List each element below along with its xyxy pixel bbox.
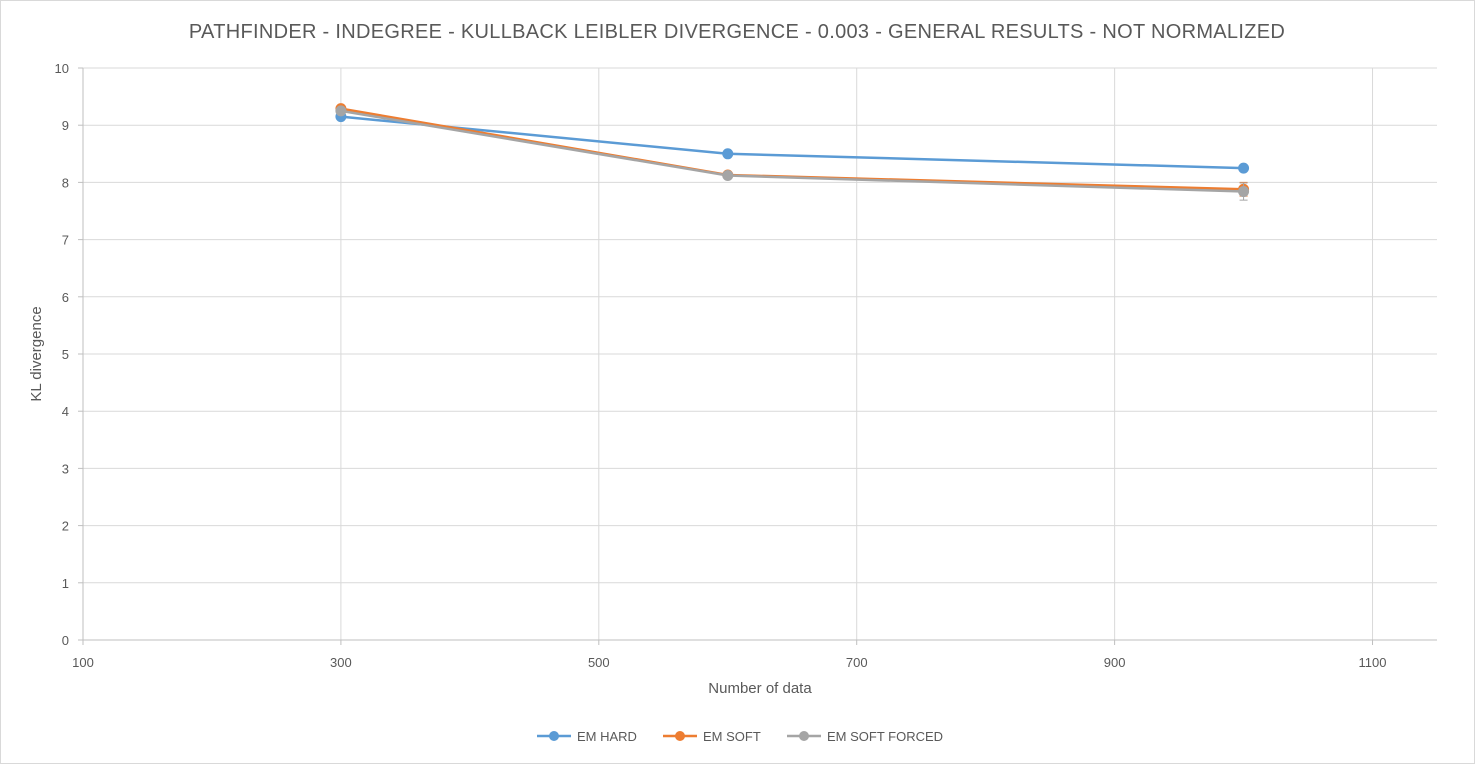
y-tick-label: 10: [55, 61, 69, 76]
legend-swatch-marker: [675, 731, 685, 741]
x-tick-label: 300: [330, 655, 352, 670]
y-tick-label: 7: [62, 233, 69, 248]
legend-label: EM SOFT FORCED: [827, 729, 943, 744]
series: [335, 103, 1250, 201]
y-axis-label: KL divergence: [28, 306, 45, 401]
legend-item: EM SOFT: [663, 729, 761, 744]
x-tick-label: 1100: [1359, 655, 1387, 670]
chart-title: PATHFINDER - INDEGREE - KULLBACK LEIBLER…: [189, 21, 1285, 43]
x-tick-label: 100: [72, 655, 94, 670]
y-tick-label: 9: [62, 118, 69, 133]
series-em-hard: [335, 111, 1250, 174]
y-tick-label: 0: [62, 633, 69, 648]
x-axis-label: Number of data: [708, 680, 812, 697]
series-line: [340, 115, 1244, 170]
gridlines: [82, 67, 1437, 640]
axes: [78, 67, 1437, 645]
y-tick-label: 5: [62, 347, 69, 362]
data-point: [335, 105, 347, 117]
data-point: [722, 170, 734, 182]
legend-label: EM HARD: [577, 729, 637, 744]
legend-swatch-marker: [549, 731, 559, 741]
tick-labels: 0 1 2 3 4 5 6 7 8 9 10 100 300 500 700 900 1100: [55, 61, 1387, 670]
legend-item: EM HARD: [537, 729, 637, 744]
data-point: [1238, 186, 1250, 198]
x-tick-label: 900: [1104, 655, 1126, 670]
y-tick-label: 4: [62, 404, 69, 419]
x-tick-label: 500: [588, 655, 610, 670]
y-tick-label: 6: [62, 290, 69, 305]
y-tick-label: 3: [62, 461, 69, 476]
data-point: [722, 148, 734, 160]
legend-label: EM SOFT: [703, 729, 761, 744]
y-tick-label: 8: [62, 175, 69, 190]
legend-item: EM SOFT FORCED: [787, 729, 943, 744]
legend-swatch-marker: [799, 731, 809, 741]
series-em-soft-forced: [335, 105, 1250, 201]
series-line: [340, 109, 1244, 193]
y-tick-label: 2: [62, 519, 69, 534]
x-tick-label: 700: [846, 655, 868, 670]
data-point: [1238, 162, 1250, 174]
legend: EM HARD EM SOFT EM SOFT FORCED: [537, 729, 943, 744]
y-tick-label: 1: [62, 576, 69, 591]
